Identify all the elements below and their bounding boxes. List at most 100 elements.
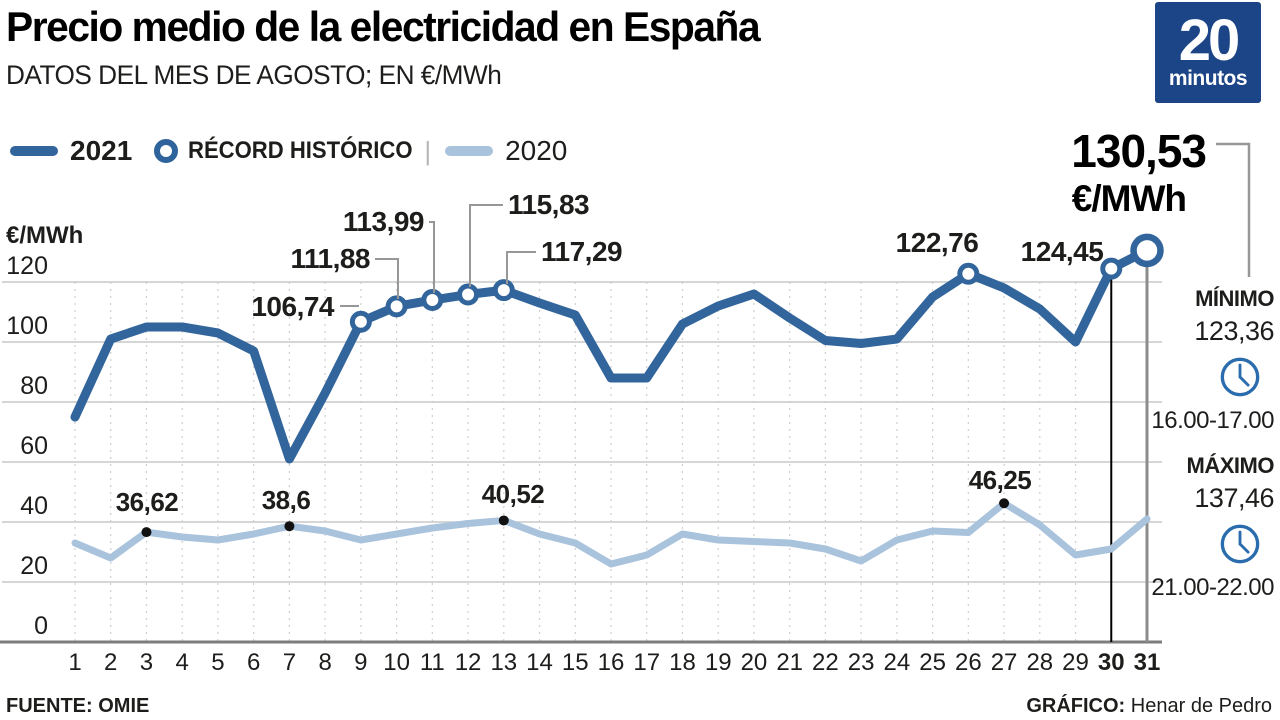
x-tick-label: 21 — [776, 649, 803, 676]
record-marker — [457, 283, 480, 306]
annotations-2020: 36,62 38,6 40,52 46,25 — [116, 465, 1032, 538]
x-tick-label: 12 — [455, 649, 482, 676]
credit-value: Henar de Pedro — [1130, 695, 1272, 717]
y-tick-label: 120 — [6, 252, 48, 280]
y-tick-label: 60 — [20, 432, 48, 460]
page-title: Precio medio de la electricidad en Españ… — [6, 3, 761, 50]
annotation-2020-label: 36,62 — [116, 487, 179, 517]
maximum-title: MÁXIMO — [1186, 453, 1275, 478]
credit-label: GRÁFICO: — [1026, 695, 1126, 717]
x-tick-label: 28 — [1026, 649, 1053, 676]
data-dot — [498, 515, 509, 526]
maximum-value: 137,46 — [1194, 483, 1274, 513]
x-tick-label: 29 — [1062, 649, 1089, 676]
data-dot — [284, 521, 295, 532]
x-tick-label: 22 — [812, 649, 839, 676]
source-credit: FUENTE: OMIE — [6, 695, 149, 718]
data-dot — [141, 527, 152, 538]
maximum-hours: 21.00-22.00 — [1151, 574, 1274, 601]
y-tick-label: 100 — [6, 312, 48, 340]
x-tick-label: 14 — [526, 649, 553, 676]
x-tick-label: 26 — [955, 649, 982, 676]
record-marker — [385, 295, 408, 318]
record-markers — [349, 233, 1164, 333]
logo-number: 20 — [1178, 8, 1240, 73]
x-tick-label: 3 — [140, 649, 153, 676]
x-tick-label: 6 — [247, 649, 260, 676]
logo-word: minutos — [1168, 67, 1248, 90]
x-tick-label: 20 — [741, 649, 768, 676]
x-tick-label: 2 — [104, 649, 117, 676]
record-marker — [1100, 257, 1123, 280]
x-axis-labels: 1 2 3 4 5 6 7 8 9 10 11 12 13 14 15 16 17 18 19 20 21 22 23 24 2… — [68, 649, 1160, 676]
minimum-hours: 16.00-17.00 — [1151, 407, 1274, 434]
legend-2020-label: 2020 — [505, 135, 568, 166]
annotation-connector — [469, 204, 503, 287]
x-tick-label: 11 — [420, 649, 445, 676]
minimum-value: 123,36 — [1194, 316, 1274, 346]
maximum-panel: MÁXIMO 137,46 21.00-22.00 — [1102, 453, 1274, 602]
annotations-2021: 106,74 111,88 113,99 115,83 117,29 122,76 124,… — [251, 189, 1103, 322]
source-label: FUENTE: — [6, 695, 93, 717]
x-tick-label: 15 — [562, 649, 589, 676]
annotation-connector — [429, 221, 435, 293]
x-tick-label: 10 — [383, 649, 410, 676]
y-tick-label: 20 — [20, 552, 48, 580]
series-2020 — [71, 499, 1151, 568]
x-tick-label: 9 — [354, 649, 367, 676]
chart-legend: 2021 RÉCORD HISTÓRICO | 2020 — [10, 135, 567, 167]
x-tick-label: 13 — [490, 649, 517, 676]
annotation-2020-label: 46,25 — [969, 465, 1032, 495]
minimum-title: MÍNIMO — [1195, 286, 1274, 311]
x-tick-label: 31 — [1134, 649, 1161, 676]
y-tick-label: 0 — [34, 612, 48, 640]
annotation-2021-label: 117,29 — [541, 236, 622, 267]
legend-divider: | — [424, 135, 432, 166]
annotation-2021-label: 124,45 — [1021, 236, 1104, 267]
legend-2021-label: 2021 — [70, 135, 133, 166]
graphic-credit: GRÁFICO: Henar de Pedro — [1026, 695, 1272, 718]
annotation-connector — [375, 258, 399, 299]
highlight-value: 130,53 — [1071, 125, 1206, 177]
x-tick-label: 27 — [991, 649, 1018, 676]
y-axis-title: €/MWh — [6, 222, 83, 249]
x-tick-label: 8 — [318, 649, 331, 676]
annotation-2020-label: 40,52 — [482, 479, 545, 509]
x-tick-label: 16 — [598, 649, 625, 676]
legend-2020-swatch — [445, 146, 494, 156]
highlight-label: 130,53€/MWh — [1071, 125, 1251, 277]
record-marker — [1130, 233, 1164, 268]
x-tick-label: 19 — [705, 649, 732, 676]
x-tick-label: 18 — [669, 649, 696, 676]
annotation-2021-label: 113,99 — [343, 206, 424, 237]
reference-lines — [1110, 250, 1149, 642]
minimum-panel: MÍNIMO 123,36 16.00-17.00 — [1102, 286, 1274, 435]
y-tick-label: 80 — [20, 372, 48, 400]
record-marker — [957, 262, 980, 285]
x-tick-label: 17 — [633, 649, 660, 676]
logo-20minutos: 20 minutos — [1155, 2, 1261, 103]
record-marker — [421, 289, 444, 312]
annotation-2021-label: 115,83 — [508, 189, 589, 220]
annotation-2021-label: 111,88 — [290, 243, 370, 274]
legend-2021-swatch — [10, 146, 58, 156]
series-2020-line — [71, 499, 1151, 568]
x-tick-label: 30 — [1098, 649, 1125, 676]
x-tick-label: 1 — [68, 649, 81, 676]
x-tick-label: 4 — [176, 649, 189, 676]
record-marker-icon — [154, 139, 179, 163]
x-tick-label: 23 — [848, 649, 875, 676]
record-marker — [492, 279, 515, 302]
annotation-2021-label: 122,76 — [896, 227, 979, 258]
highlight-connector — [1216, 142, 1251, 277]
legend-record-label: RÉCORD HISTÓRICO — [188, 137, 413, 164]
source-value: OMIE — [98, 695, 150, 717]
horizontal-gridlines — [2, 281, 1162, 583]
y-tick-label: 40 — [20, 492, 48, 520]
data-dot — [999, 498, 1010, 509]
page-subtitle: DATOS DEL MES DE AGOSTO; EN €/MWh — [6, 60, 502, 90]
x-tick-label: 5 — [211, 649, 224, 676]
record-marker — [349, 310, 372, 333]
annotation-2020-label: 38,6 — [262, 485, 311, 515]
